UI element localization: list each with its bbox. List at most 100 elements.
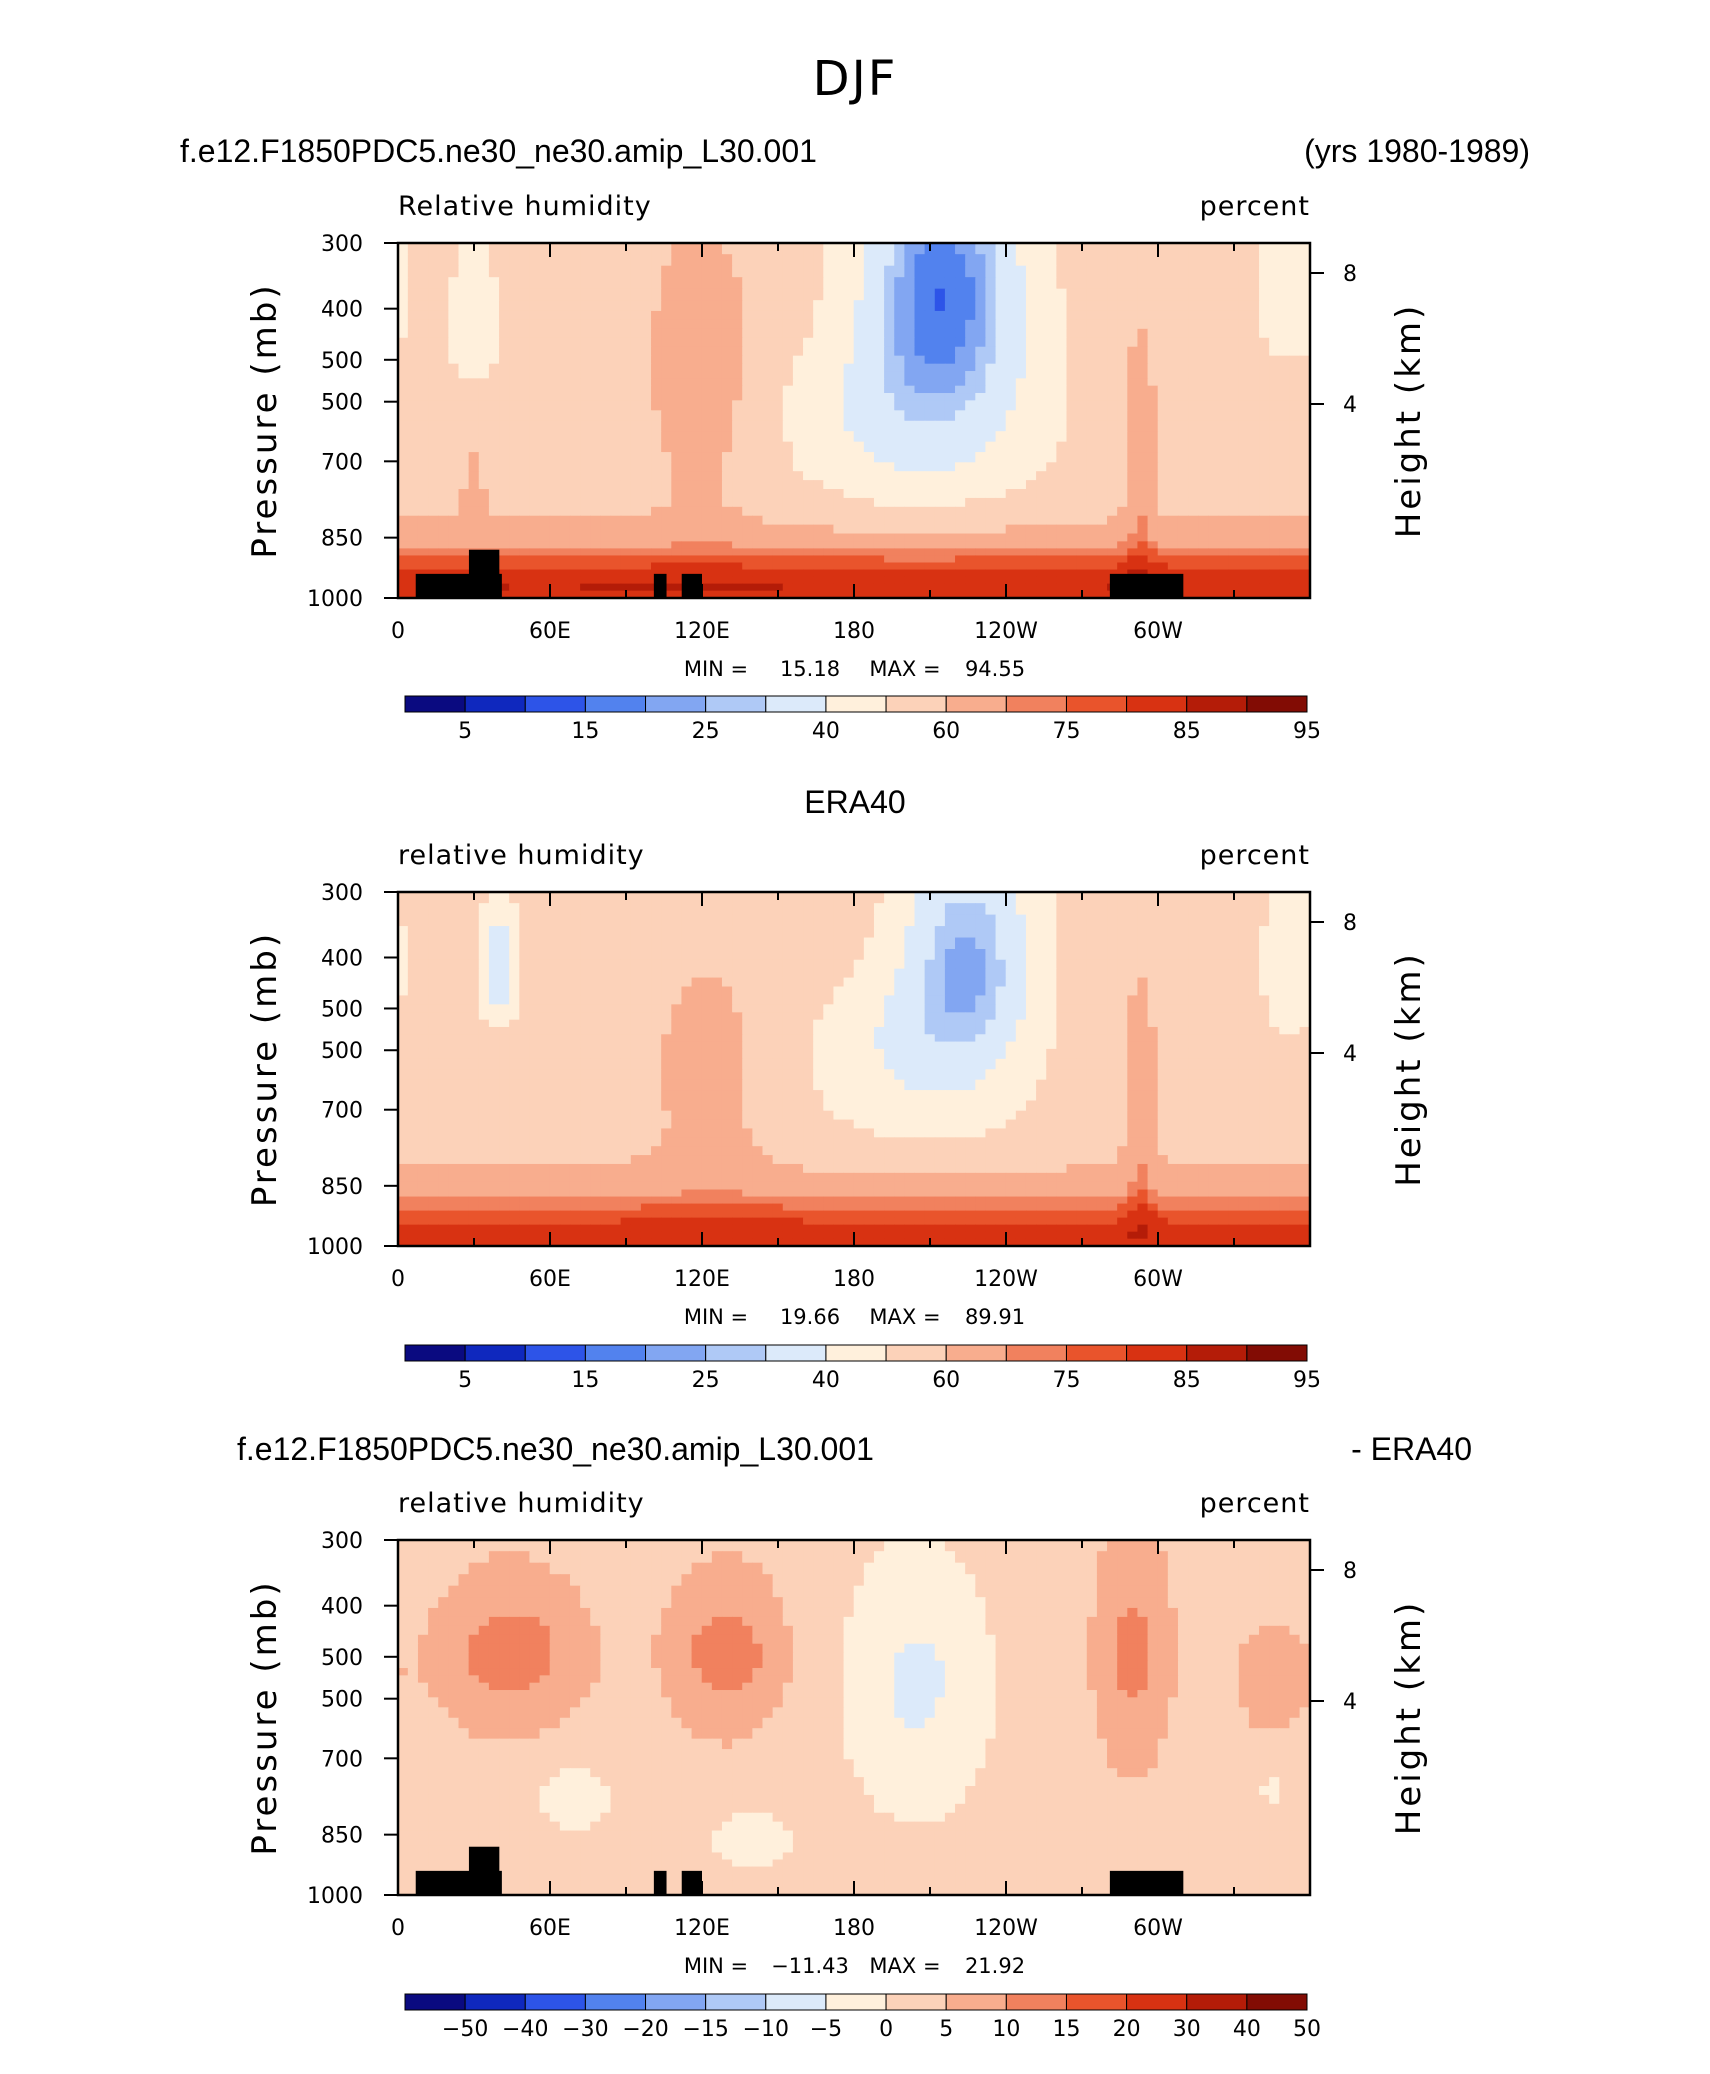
contour-cell bbox=[792, 926, 804, 939]
contour-cell bbox=[661, 254, 672, 267]
contour-cell bbox=[711, 288, 723, 301]
contour-cell bbox=[752, 968, 764, 979]
contour-cell bbox=[914, 914, 926, 927]
contour-cell bbox=[620, 583, 632, 592]
contour-cell bbox=[1279, 995, 1291, 1005]
contour-cell bbox=[600, 497, 612, 508]
contour-cell bbox=[438, 489, 449, 499]
contour-cell bbox=[640, 937, 652, 950]
contour-cell bbox=[549, 590, 561, 599]
contour-cell bbox=[803, 300, 814, 312]
contour-cell bbox=[1127, 959, 1139, 970]
contour-cell bbox=[1046, 441, 1057, 453]
contour-cell bbox=[1107, 524, 1118, 535]
contour-cell bbox=[448, 393, 460, 401]
contour-cell bbox=[1157, 410, 1169, 422]
contour-cell bbox=[823, 583, 835, 592]
contour-cell bbox=[1015, 452, 1027, 463]
contour-cell bbox=[1066, 385, 1078, 394]
contour-cell bbox=[1086, 515, 1098, 526]
contour-cell bbox=[772, 265, 784, 278]
contour-cell bbox=[1208, 371, 1220, 379]
contour-cell bbox=[914, 497, 926, 508]
contour-cell bbox=[1137, 328, 1149, 339]
contour-cell bbox=[721, 937, 733, 950]
contour-cell bbox=[873, 995, 885, 1005]
contour-cell bbox=[681, 968, 693, 979]
contour-cell bbox=[590, 506, 601, 517]
contour-cell bbox=[620, 410, 632, 422]
contour-cell bbox=[813, 489, 824, 499]
contour-cell bbox=[478, 1012, 490, 1021]
contour-cell bbox=[1066, 1004, 1078, 1013]
contour-cell bbox=[509, 506, 520, 517]
contour-cell bbox=[1289, 265, 1301, 278]
contour-cell bbox=[853, 562, 865, 571]
contour-cell bbox=[924, 977, 936, 988]
contour-cell bbox=[782, 441, 794, 453]
contour-cell bbox=[417, 497, 429, 508]
contour-cell bbox=[1248, 533, 1260, 542]
contour-cell bbox=[1086, 242, 1098, 255]
contour-cell bbox=[721, 385, 733, 394]
contour-cell bbox=[813, 995, 824, 1005]
contour-cell bbox=[772, 385, 784, 394]
contour-cell bbox=[681, 1026, 693, 1035]
contour-cell bbox=[1279, 891, 1291, 904]
contour-cell bbox=[792, 310, 804, 321]
contour-cell bbox=[843, 378, 855, 387]
contour-cell bbox=[1076, 995, 1088, 1005]
contour-cell bbox=[1096, 441, 1108, 453]
contour-cell bbox=[691, 363, 703, 372]
contour-cell bbox=[651, 300, 662, 312]
contour-cell bbox=[955, 590, 966, 599]
contour-cell bbox=[843, 431, 855, 443]
contour-cell bbox=[458, 555, 470, 564]
contour-cell bbox=[843, 590, 855, 599]
contour-cell bbox=[965, 400, 976, 411]
contour-cell bbox=[630, 524, 642, 535]
contour-cell bbox=[732, 254, 743, 267]
contour-cell bbox=[1137, 968, 1149, 979]
contour-cell bbox=[1147, 462, 1159, 472]
contour-cell bbox=[975, 452, 987, 463]
contour-cell bbox=[529, 265, 541, 278]
contour-cell bbox=[630, 265, 642, 278]
contour-cell bbox=[438, 441, 449, 453]
contour-cell bbox=[813, 506, 824, 517]
contour-cell bbox=[873, 265, 885, 278]
contour-cell bbox=[620, 903, 632, 916]
contour-cell bbox=[1117, 1012, 1128, 1021]
contour-cell bbox=[894, 995, 905, 1005]
contour-cell bbox=[1218, 533, 1230, 542]
contour-cell bbox=[1167, 277, 1179, 290]
contour-cell bbox=[1279, 949, 1291, 961]
contour-cell bbox=[1137, 346, 1149, 357]
contour-cell bbox=[448, 891, 460, 904]
contour-cell bbox=[458, 363, 470, 372]
contour-cell bbox=[1056, 576, 1068, 585]
contour-cell bbox=[894, 914, 905, 927]
contour-cell bbox=[1127, 524, 1139, 535]
contour-cell bbox=[1015, 480, 1027, 490]
contour-cell bbox=[823, 959, 835, 970]
contour-cell bbox=[863, 346, 875, 357]
contour-cell bbox=[894, 891, 905, 904]
contour-cell bbox=[732, 949, 743, 961]
contour-cell bbox=[711, 393, 723, 401]
contour-cell bbox=[681, 310, 693, 321]
contour-cell bbox=[924, 363, 936, 372]
contour-cell bbox=[610, 355, 622, 365]
contour-cell bbox=[468, 371, 480, 379]
contour-cell bbox=[620, 378, 632, 387]
contour-cell bbox=[711, 346, 723, 357]
contour-cell bbox=[691, 277, 703, 290]
contour-cell bbox=[590, 319, 601, 330]
contour-cell bbox=[701, 590, 713, 599]
contour-cell bbox=[1289, 410, 1301, 422]
contour-cell bbox=[590, 371, 601, 379]
contour-cell bbox=[752, 515, 764, 526]
contour-cell bbox=[813, 300, 824, 312]
contour-cell bbox=[873, 891, 885, 904]
contour-cell bbox=[499, 431, 510, 443]
